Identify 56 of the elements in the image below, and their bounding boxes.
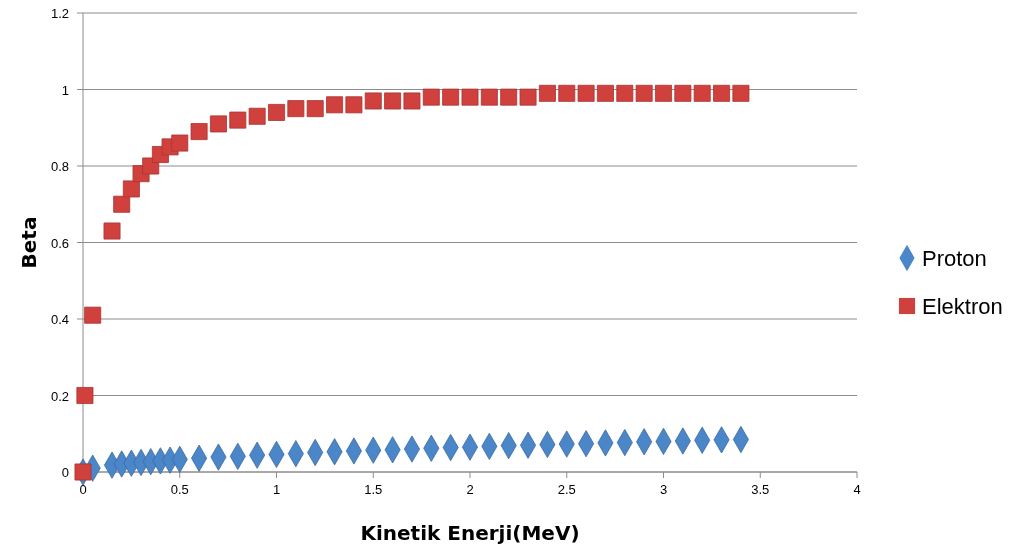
y-tick-label: 0.4 xyxy=(50,312,69,327)
point xyxy=(76,387,94,404)
point xyxy=(287,100,305,118)
point xyxy=(519,88,537,106)
y-axis-title: Beta xyxy=(17,216,41,269)
y-tick-label: 1 xyxy=(61,82,69,98)
legend-label: Proton xyxy=(922,246,987,271)
x-tick-label: 0 xyxy=(79,482,87,497)
y-tick-label: 0 xyxy=(61,465,69,480)
point xyxy=(74,463,92,481)
point xyxy=(326,96,344,114)
point xyxy=(732,84,750,102)
point xyxy=(655,84,672,102)
point xyxy=(248,107,266,125)
point xyxy=(693,84,711,102)
point xyxy=(113,195,131,213)
point xyxy=(384,92,402,110)
point xyxy=(461,88,479,106)
point xyxy=(190,123,208,141)
x-tick-label: 2.5 xyxy=(557,482,576,497)
x-tick-label: 1.5 xyxy=(364,482,383,497)
x-tick-label: 0.5 xyxy=(170,482,189,497)
point xyxy=(577,84,595,102)
point xyxy=(403,92,421,110)
point xyxy=(268,103,285,121)
point xyxy=(480,88,498,106)
x-tick-label: 2 xyxy=(466,482,474,497)
point xyxy=(84,306,102,324)
x-tick-label: 4 xyxy=(853,482,861,497)
point xyxy=(500,88,518,106)
point xyxy=(558,84,576,102)
y-tick-label: 0.2 xyxy=(50,388,69,404)
point xyxy=(364,92,382,110)
point xyxy=(538,84,556,102)
point xyxy=(345,96,363,114)
point xyxy=(616,84,634,102)
point xyxy=(442,88,460,106)
legend-label: Elektron xyxy=(922,294,1003,319)
y-tick-label: 1.2 xyxy=(50,6,69,21)
point xyxy=(713,84,731,102)
point xyxy=(422,88,440,106)
point xyxy=(635,84,653,102)
point xyxy=(171,134,189,152)
point xyxy=(209,115,227,133)
point xyxy=(229,111,247,129)
point xyxy=(122,180,140,198)
point xyxy=(306,100,324,118)
y-tick-label: 0.8 xyxy=(50,159,69,174)
point xyxy=(103,222,121,240)
x-tick-label: 3.5 xyxy=(751,482,770,497)
y-tick-label: 0.6 xyxy=(50,235,69,251)
point xyxy=(596,84,614,102)
x-tick-label: 1 xyxy=(272,482,281,497)
x-axis-title: Kinetik Enerji(MeV) xyxy=(360,521,580,545)
x-tick-label: 3 xyxy=(659,482,668,497)
point xyxy=(674,84,692,102)
